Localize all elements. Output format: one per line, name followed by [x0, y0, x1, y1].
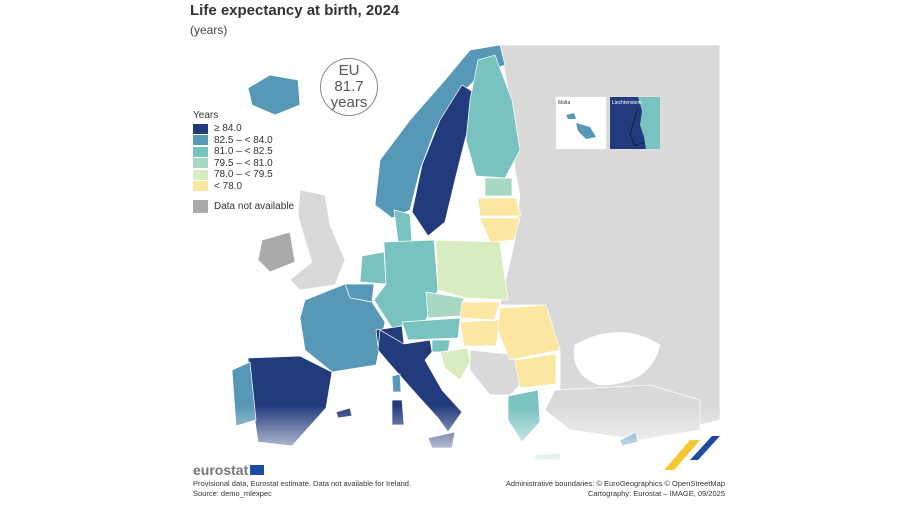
legend-item: 82.5 – < 84.0 — [193, 135, 294, 147]
legend-item-not-available: Data not available — [193, 199, 294, 213]
legend-item: 79.5 – < 81.0 — [193, 158, 294, 170]
footer-boundaries: Administrative boundaries: © EuroGeograp… — [505, 479, 725, 488]
legend-title: Years — [193, 110, 219, 121]
footer-note: Provisional data, Eurostat estimate. Dat… — [193, 479, 412, 488]
liechtenstein-shape — [629, 97, 660, 149]
footer: eurostat Provisional data, Eurostat esti… — [193, 462, 725, 498]
legend-item: ≥ 84.0 — [193, 123, 294, 135]
eu-flag-icon — [250, 465, 265, 475]
legend-item: < 78.0 — [193, 181, 294, 193]
footer-cartography: Cartography: Eurostat – IMAGE, 09/2025 — [587, 489, 725, 498]
inset-malta: Malta — [555, 96, 607, 150]
eurostat-corner-logo — [664, 436, 720, 470]
map-title: Life expectancy at birth, 2024 — [190, 2, 400, 19]
eurostat-logo: eurostat — [193, 462, 725, 478]
legend-item: 78.0 – < 79.5 — [193, 169, 294, 181]
footer-source: Source: demo_mlexpec — [193, 489, 272, 498]
legend: Years ≥ 84.0 82.5 – < 84.0 81.0 – < 82.5… — [193, 110, 294, 213]
inset-liechtenstein: Liechtenstein — [609, 96, 661, 150]
eu-average-bubble: EU 81.7 years — [320, 58, 378, 116]
legend-item: 81.0 – < 82.5 — [193, 146, 294, 158]
map-subtitle: (years) — [190, 23, 228, 37]
malta-shape — [566, 113, 596, 139]
